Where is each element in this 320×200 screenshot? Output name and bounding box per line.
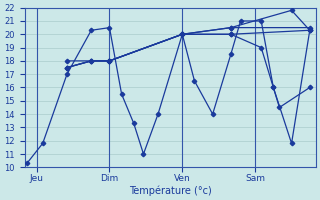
X-axis label: Température (°c): Température (°c) <box>129 185 212 196</box>
